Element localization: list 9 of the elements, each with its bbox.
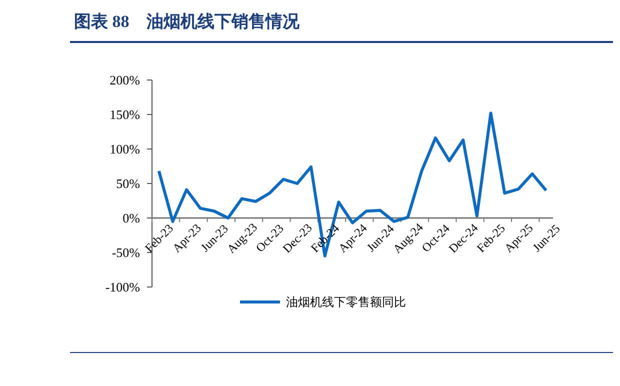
y-tick-label: 150% bbox=[110, 107, 140, 122]
y-tick-label: 100% bbox=[110, 142, 140, 157]
chart-title: 图表 88 油烟机线下销售情况 bbox=[74, 12, 300, 31]
y-tick-label: -100% bbox=[105, 280, 140, 295]
y-tick-label: 200% bbox=[110, 72, 140, 88]
y-tick-label: -50% bbox=[112, 245, 140, 260]
legend-label: 油烟机线下零售额同比 bbox=[286, 295, 406, 310]
y-tick-label: 50% bbox=[116, 176, 140, 192]
y-tick-label: 0% bbox=[122, 210, 140, 226]
